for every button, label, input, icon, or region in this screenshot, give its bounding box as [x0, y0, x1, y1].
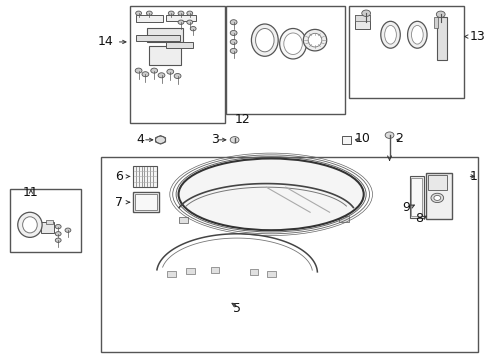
Circle shape — [436, 11, 445, 18]
Bar — [437, 17, 446, 60]
Ellipse shape — [251, 24, 278, 56]
Bar — [10, 189, 81, 252]
Circle shape — [385, 132, 394, 138]
Bar — [136, 35, 180, 41]
Bar — [167, 271, 175, 277]
Circle shape — [230, 20, 237, 25]
Circle shape — [178, 11, 184, 15]
Text: 7: 7 — [116, 196, 123, 209]
Bar — [340, 216, 349, 222]
Bar — [133, 166, 157, 187]
Circle shape — [65, 228, 71, 232]
Bar — [434, 17, 438, 28]
Text: 9: 9 — [402, 201, 410, 214]
Bar — [136, 15, 163, 22]
Circle shape — [55, 225, 61, 229]
Circle shape — [434, 195, 441, 201]
Circle shape — [135, 68, 142, 73]
Bar — [342, 135, 350, 144]
Ellipse shape — [256, 28, 274, 52]
Bar — [41, 222, 54, 233]
Text: 5: 5 — [233, 302, 241, 315]
Circle shape — [190, 27, 196, 31]
Ellipse shape — [23, 217, 37, 233]
Bar — [267, 271, 275, 277]
Bar — [428, 175, 447, 190]
Bar — [355, 15, 370, 30]
Circle shape — [169, 11, 174, 15]
Ellipse shape — [408, 21, 427, 48]
Bar — [178, 217, 188, 223]
Circle shape — [230, 31, 237, 36]
Bar — [186, 268, 195, 274]
Bar — [288, 205, 298, 212]
Ellipse shape — [385, 26, 396, 44]
Circle shape — [142, 72, 149, 77]
Ellipse shape — [284, 33, 302, 54]
Ellipse shape — [18, 212, 42, 237]
Circle shape — [174, 73, 181, 78]
Circle shape — [55, 231, 61, 236]
Bar — [135, 194, 157, 211]
Circle shape — [136, 11, 142, 15]
Bar — [133, 192, 159, 212]
Bar — [200, 208, 210, 214]
Text: 2: 2 — [395, 132, 403, 145]
Bar — [226, 6, 345, 114]
Circle shape — [187, 20, 193, 24]
Circle shape — [230, 136, 239, 143]
Ellipse shape — [412, 26, 423, 44]
Bar — [230, 205, 240, 212]
Bar — [349, 6, 464, 98]
Ellipse shape — [280, 28, 306, 59]
Circle shape — [230, 48, 237, 53]
Circle shape — [431, 193, 443, 203]
Text: 11: 11 — [23, 186, 39, 199]
Text: 8: 8 — [415, 212, 423, 225]
Circle shape — [156, 136, 166, 143]
Text: 14: 14 — [98, 35, 114, 49]
Bar — [355, 15, 370, 22]
Bar — [412, 178, 422, 216]
Circle shape — [147, 11, 152, 15]
Circle shape — [158, 73, 165, 78]
Text: 3: 3 — [211, 133, 219, 146]
Ellipse shape — [178, 158, 364, 230]
Bar — [250, 269, 258, 275]
Ellipse shape — [381, 21, 400, 48]
Circle shape — [55, 238, 61, 242]
Text: 4: 4 — [137, 133, 145, 146]
Bar — [211, 267, 220, 273]
Text: 6: 6 — [116, 170, 123, 183]
Circle shape — [187, 11, 193, 15]
Bar — [167, 42, 193, 48]
Text: 10: 10 — [354, 132, 370, 145]
Circle shape — [167, 69, 173, 74]
Bar — [167, 15, 196, 22]
Bar — [130, 6, 225, 123]
Text: 12: 12 — [235, 113, 250, 126]
Ellipse shape — [303, 30, 327, 51]
Circle shape — [151, 68, 158, 73]
Circle shape — [230, 40, 237, 44]
Text: 1: 1 — [469, 170, 477, 183]
Bar — [100, 157, 478, 352]
Bar — [46, 220, 53, 224]
Bar — [410, 176, 424, 218]
Circle shape — [362, 10, 370, 17]
Bar — [149, 45, 181, 65]
Bar — [318, 210, 327, 216]
Bar — [147, 28, 183, 42]
Bar — [426, 173, 452, 220]
Circle shape — [178, 20, 184, 24]
Ellipse shape — [308, 33, 322, 47]
Text: 13: 13 — [469, 30, 485, 43]
